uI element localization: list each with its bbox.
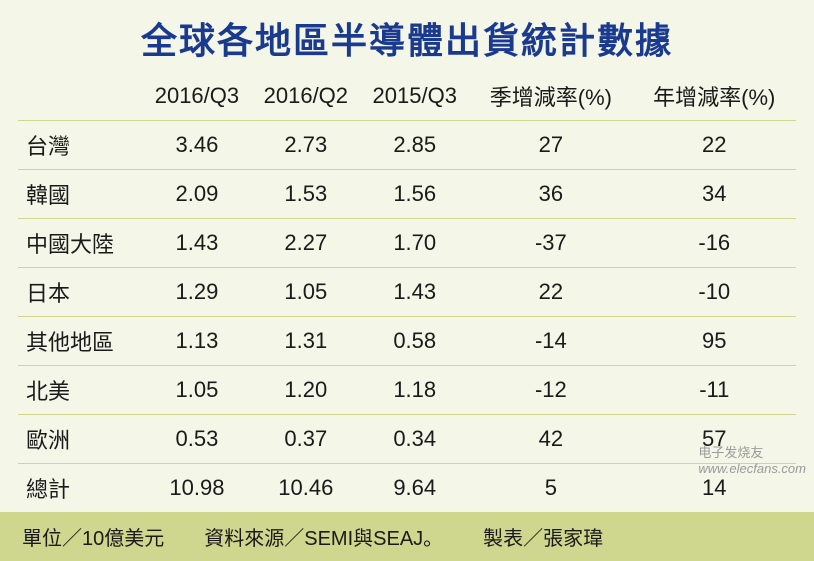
cell-qoq: 42 [469, 415, 632, 464]
cell-q3_2015: 1.56 [360, 170, 469, 219]
cell-q3_2015: 0.58 [360, 317, 469, 366]
cell-region: 韓國 [18, 170, 142, 219]
col-header-q3-2016: 2016/Q3 [142, 72, 251, 121]
cell-qoq: 22 [469, 268, 632, 317]
cell-q3_2015: 1.70 [360, 219, 469, 268]
cell-q3_2016: 1.13 [142, 317, 251, 366]
cell-q3_2015: 1.18 [360, 366, 469, 415]
table-row: 歐洲0.530.370.344257 [18, 415, 796, 464]
cell-region: 北美 [18, 366, 142, 415]
table-row: 中國大陸1.432.271.70-37-16 [18, 219, 796, 268]
cell-yoy: 95 [633, 317, 796, 366]
cell-yoy: 22 [633, 121, 796, 170]
data-table: 2016/Q3 2016/Q2 2015/Q3 季增減率(%) 年增減率(%) … [18, 72, 796, 512]
cell-region: 台灣 [18, 121, 142, 170]
cell-qoq: -37 [469, 219, 632, 268]
cell-region: 中國大陸 [18, 219, 142, 268]
cell-q3_2015: 0.34 [360, 415, 469, 464]
footer-bar: 單位／10億美元 資料來源／SEMI與SEAJ。 製表／張家瑋 [0, 512, 814, 561]
footer-unit: 單位／10億美元 [22, 522, 164, 551]
cell-q2_2016: 1.05 [251, 268, 360, 317]
cell-q2_2016: 10.46 [251, 464, 360, 513]
cell-region: 歐洲 [18, 415, 142, 464]
cell-q2_2016: 2.27 [251, 219, 360, 268]
col-header-qoq: 季增減率(%) [469, 72, 632, 121]
cell-q2_2016: 1.53 [251, 170, 360, 219]
cell-q3_2015: 1.43 [360, 268, 469, 317]
cell-qoq: 5 [469, 464, 632, 513]
table-row: 韓國2.091.531.563634 [18, 170, 796, 219]
cell-q3_2016: 0.53 [142, 415, 251, 464]
cell-q3_2015: 2.85 [360, 121, 469, 170]
cell-yoy: -10 [633, 268, 796, 317]
footer-source: 資料來源／SEMI與SEAJ。 [204, 522, 443, 551]
watermark-url: www.elecfans.com [698, 461, 806, 476]
table-header-row: 2016/Q3 2016/Q2 2015/Q3 季增減率(%) 年增減率(%) [18, 72, 796, 121]
table-wrapper: 2016/Q3 2016/Q2 2015/Q3 季增減率(%) 年增減率(%) … [0, 72, 814, 512]
cell-yoy: -11 [633, 366, 796, 415]
col-header-q2-2016: 2016/Q2 [251, 72, 360, 121]
cell-qoq: 36 [469, 170, 632, 219]
cell-q3_2016: 3.46 [142, 121, 251, 170]
cell-q2_2016: 0.37 [251, 415, 360, 464]
table-row: 總計10.9810.469.64514 [18, 464, 796, 513]
col-header-region [18, 72, 142, 121]
cell-q2_2016: 2.73 [251, 121, 360, 170]
cell-qoq: -12 [469, 366, 632, 415]
cell-q3_2015: 9.64 [360, 464, 469, 513]
watermark-cn: 电子发烧友 [698, 445, 763, 460]
cell-q3_2016: 2.09 [142, 170, 251, 219]
table-row: 日本1.291.051.4322-10 [18, 268, 796, 317]
cell-q3_2016: 1.29 [142, 268, 251, 317]
cell-qoq: 27 [469, 121, 632, 170]
cell-q3_2016: 1.43 [142, 219, 251, 268]
watermark: 电子发烧友 www.elecfans.com [698, 442, 806, 476]
cell-yoy: -16 [633, 219, 796, 268]
footer-author: 製表／張家瑋 [483, 522, 603, 551]
cell-q2_2016: 1.20 [251, 366, 360, 415]
col-header-q3-2015: 2015/Q3 [360, 72, 469, 121]
table-row: 其他地區1.131.310.58-1495 [18, 317, 796, 366]
cell-qoq: -14 [469, 317, 632, 366]
cell-region: 其他地區 [18, 317, 142, 366]
table-row: 北美1.051.201.18-12-11 [18, 366, 796, 415]
cell-q3_2016: 1.05 [142, 366, 251, 415]
col-header-yoy: 年增減率(%) [633, 72, 796, 121]
cell-q3_2016: 10.98 [142, 464, 251, 513]
table-row: 台灣3.462.732.852722 [18, 121, 796, 170]
cell-region: 日本 [18, 268, 142, 317]
page-title: 全球各地區半導體出貨統計數據 [0, 0, 814, 72]
cell-yoy: 34 [633, 170, 796, 219]
cell-q2_2016: 1.31 [251, 317, 360, 366]
cell-region: 總計 [18, 464, 142, 513]
